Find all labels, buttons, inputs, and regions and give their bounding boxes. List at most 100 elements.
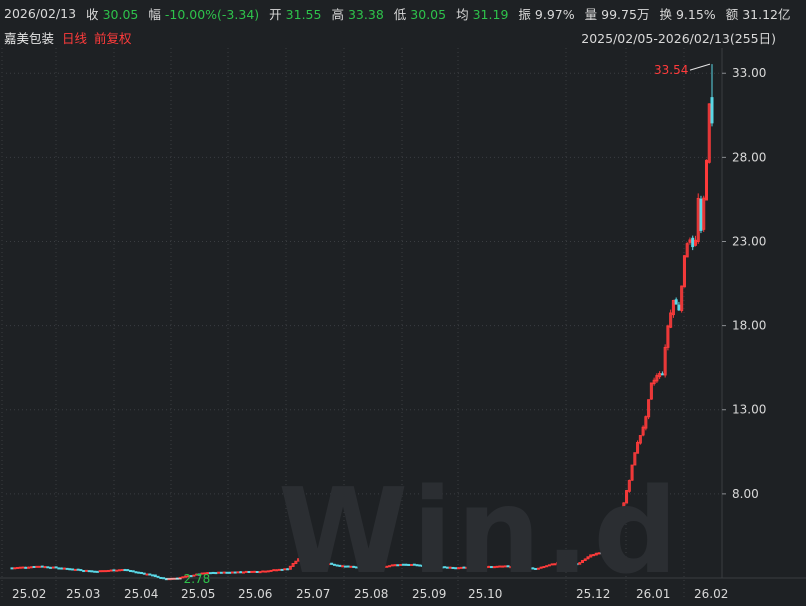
candle-body bbox=[338, 564, 342, 567]
x-tick-label: 25.10 bbox=[468, 587, 502, 601]
candle-body bbox=[222, 571, 226, 574]
candle-body bbox=[569, 561, 573, 564]
candle-body bbox=[638, 435, 642, 444]
amplitude-value: 9.97% bbox=[534, 6, 575, 22]
volume-label: 量 bbox=[584, 6, 598, 22]
quote-date: 2026/02/13 bbox=[4, 5, 77, 21]
candle-body bbox=[280, 568, 284, 571]
candle-body bbox=[27, 566, 31, 569]
candle-body bbox=[476, 566, 480, 569]
candle-body bbox=[241, 571, 245, 574]
candle-body bbox=[366, 567, 370, 570]
candle-body bbox=[506, 565, 510, 568]
candle-body bbox=[443, 566, 447, 569]
candle-body bbox=[575, 563, 579, 566]
candle-body bbox=[40, 565, 44, 568]
candle-body bbox=[129, 570, 133, 573]
candle-body bbox=[79, 569, 83, 572]
candle-body bbox=[343, 565, 347, 568]
candle-body bbox=[368, 567, 372, 570]
candle-body bbox=[539, 566, 543, 569]
adjust-selector[interactable]: 前复权 bbox=[94, 31, 132, 46]
candle-body bbox=[208, 572, 212, 575]
amount-value: 31.12亿 bbox=[742, 6, 791, 22]
x-tick-label: 26.02 bbox=[694, 587, 728, 601]
candle-body bbox=[319, 561, 323, 564]
candle-body bbox=[377, 566, 381, 569]
candle-body bbox=[145, 573, 149, 576]
candle-body bbox=[418, 564, 422, 567]
candle-body bbox=[633, 452, 637, 466]
period-selector[interactable]: 日线 bbox=[62, 31, 88, 46]
candle-body bbox=[228, 571, 232, 574]
stock-name[interactable]: 嘉美包装 bbox=[4, 31, 55, 46]
candle-body bbox=[410, 564, 414, 567]
candle-body bbox=[261, 570, 265, 573]
candle-body bbox=[148, 573, 152, 576]
candle-body bbox=[396, 564, 400, 567]
candle-body bbox=[10, 567, 14, 570]
candle-body bbox=[51, 566, 55, 569]
candle-body bbox=[236, 571, 240, 574]
candle-body bbox=[680, 285, 684, 311]
candle-body bbox=[603, 551, 607, 554]
candle-body bbox=[217, 571, 221, 574]
candle-body bbox=[674, 299, 678, 305]
candle-body bbox=[597, 552, 601, 555]
candle-body bbox=[484, 566, 488, 569]
candle-body bbox=[49, 566, 53, 569]
close-field: 收 30.05 bbox=[86, 4, 138, 23]
candle-body bbox=[545, 565, 549, 568]
close-value: 30.05 bbox=[102, 6, 139, 22]
candle-body bbox=[153, 574, 157, 578]
candle-body bbox=[704, 159, 708, 201]
candle-body bbox=[90, 570, 94, 573]
candle-body bbox=[230, 571, 234, 574]
candle-body bbox=[360, 566, 364, 569]
candle-body bbox=[84, 569, 88, 572]
candle-body bbox=[514, 566, 518, 569]
candle-body bbox=[415, 564, 419, 567]
candle-body bbox=[101, 570, 105, 573]
candle-body bbox=[288, 565, 292, 570]
candle-body bbox=[214, 572, 218, 575]
candle-body bbox=[456, 567, 460, 570]
candle-body bbox=[611, 540, 615, 546]
candle-body bbox=[159, 576, 163, 579]
candle-body bbox=[434, 565, 438, 568]
candle-body bbox=[142, 572, 146, 575]
candle-body bbox=[294, 560, 298, 564]
candle-body bbox=[440, 566, 444, 569]
open-field: 开 31.55 bbox=[269, 4, 321, 23]
candle-body bbox=[669, 312, 673, 328]
candle-body bbox=[21, 566, 25, 569]
candle-body bbox=[112, 569, 116, 572]
candle-body bbox=[608, 544, 612, 549]
candle-body bbox=[479, 566, 483, 569]
candle-body bbox=[710, 97, 714, 124]
volume-value: 99.75万 bbox=[601, 6, 650, 22]
candle-body bbox=[57, 567, 61, 570]
candle-body bbox=[13, 567, 17, 570]
candle-body bbox=[696, 197, 700, 242]
candle-body bbox=[421, 564, 425, 567]
candle-body bbox=[636, 442, 640, 454]
candle-body bbox=[18, 566, 22, 569]
candle-body bbox=[120, 569, 124, 572]
candle-body bbox=[126, 569, 130, 572]
candle-body bbox=[627, 480, 631, 492]
candle-body bbox=[382, 565, 386, 568]
candle-body bbox=[197, 573, 201, 576]
candle-body bbox=[330, 562, 334, 565]
candle-body bbox=[445, 566, 449, 569]
candle-body bbox=[495, 565, 499, 568]
date-range: 2025/02/05-2026/02/13(255日) bbox=[581, 31, 776, 46]
x-tick-label: 25.08 bbox=[354, 587, 388, 601]
amplitude-field: 振 9.97% bbox=[518, 4, 574, 23]
candle-body bbox=[534, 567, 538, 570]
candle-body bbox=[332, 563, 336, 566]
candle-body bbox=[625, 490, 629, 504]
candle-body bbox=[536, 567, 540, 570]
candle-body bbox=[363, 566, 367, 569]
